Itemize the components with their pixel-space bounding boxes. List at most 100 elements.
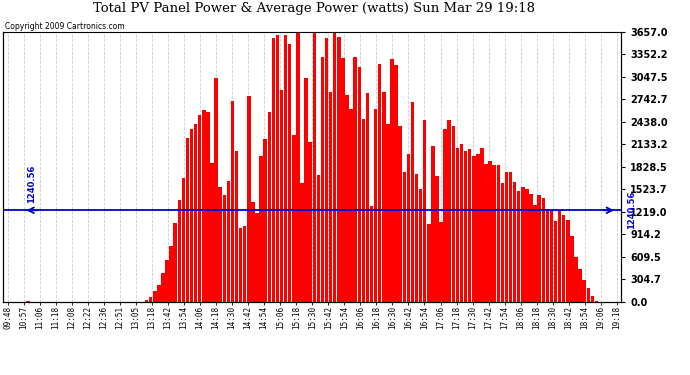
Bar bbox=[186, 138, 189, 302]
Bar bbox=[321, 57, 324, 302]
Bar bbox=[431, 146, 435, 302]
Bar bbox=[394, 64, 398, 302]
Bar bbox=[230, 101, 234, 302]
Bar bbox=[206, 112, 210, 302]
Bar bbox=[243, 226, 246, 302]
Bar bbox=[513, 182, 516, 302]
Bar bbox=[357, 67, 361, 302]
Bar bbox=[349, 109, 353, 302]
Bar bbox=[239, 228, 242, 302]
Bar bbox=[219, 187, 222, 302]
Bar bbox=[525, 189, 529, 302]
Bar bbox=[169, 246, 173, 302]
Bar bbox=[402, 172, 406, 302]
Bar bbox=[451, 126, 455, 302]
Bar bbox=[493, 165, 496, 302]
Bar bbox=[181, 178, 185, 302]
Bar bbox=[566, 220, 569, 302]
Bar bbox=[284, 35, 287, 302]
Bar bbox=[521, 187, 524, 302]
Bar bbox=[362, 119, 365, 302]
Bar bbox=[308, 142, 312, 302]
Bar bbox=[341, 58, 344, 302]
Bar bbox=[595, 301, 598, 302]
Bar bbox=[509, 172, 512, 302]
Bar bbox=[440, 222, 443, 302]
Bar bbox=[268, 112, 271, 302]
Bar bbox=[166, 260, 169, 302]
Text: Copyright 2009 Cartronics.com: Copyright 2009 Cartronics.com bbox=[5, 21, 124, 30]
Bar bbox=[198, 115, 201, 302]
Bar bbox=[149, 297, 152, 302]
Bar bbox=[345, 95, 348, 302]
Bar bbox=[333, 32, 337, 302]
Bar bbox=[145, 300, 148, 302]
Bar bbox=[157, 285, 161, 302]
Bar bbox=[329, 92, 333, 302]
Bar bbox=[423, 120, 426, 302]
Bar bbox=[542, 198, 545, 302]
Bar bbox=[251, 202, 255, 302]
Bar bbox=[570, 236, 573, 302]
Bar bbox=[153, 291, 157, 302]
Bar bbox=[194, 124, 197, 302]
Bar bbox=[215, 78, 218, 302]
Bar bbox=[280, 90, 284, 302]
Bar bbox=[276, 35, 279, 302]
Bar bbox=[292, 135, 295, 302]
Bar bbox=[353, 57, 357, 302]
Bar bbox=[374, 110, 377, 302]
Bar bbox=[489, 161, 492, 302]
Bar bbox=[411, 102, 414, 302]
Bar bbox=[578, 269, 582, 302]
Text: Total PV Panel Power & Average Power (watts) Sun Mar 29 19:18: Total PV Panel Power & Average Power (wa… bbox=[93, 2, 535, 15]
Bar bbox=[480, 148, 484, 302]
Bar bbox=[415, 174, 418, 302]
Bar bbox=[468, 149, 471, 302]
Bar bbox=[546, 209, 549, 302]
Bar bbox=[529, 194, 533, 302]
Bar bbox=[460, 144, 463, 302]
Bar bbox=[505, 172, 509, 302]
Bar bbox=[378, 64, 382, 302]
Bar bbox=[558, 210, 562, 302]
Bar bbox=[259, 156, 263, 302]
Bar bbox=[300, 183, 304, 302]
Bar bbox=[264, 139, 267, 302]
Bar bbox=[406, 154, 410, 302]
Bar bbox=[370, 206, 373, 302]
Bar bbox=[223, 195, 226, 302]
Bar bbox=[472, 156, 475, 302]
Bar bbox=[501, 183, 504, 302]
Bar bbox=[533, 205, 537, 302]
Bar bbox=[497, 165, 500, 302]
Bar bbox=[476, 154, 480, 302]
Bar bbox=[313, 32, 316, 302]
Bar bbox=[386, 124, 390, 302]
Bar bbox=[190, 129, 193, 302]
Bar bbox=[272, 38, 275, 302]
Bar bbox=[517, 191, 520, 302]
Bar bbox=[226, 182, 230, 302]
Bar bbox=[26, 301, 30, 302]
Text: 1240.56: 1240.56 bbox=[627, 191, 636, 230]
Bar bbox=[382, 92, 386, 302]
Bar bbox=[202, 111, 206, 302]
Bar bbox=[582, 280, 586, 302]
Bar bbox=[337, 37, 341, 302]
Bar bbox=[435, 176, 439, 302]
Bar bbox=[325, 38, 328, 302]
Bar bbox=[317, 175, 320, 302]
Bar bbox=[419, 189, 422, 302]
Bar bbox=[247, 96, 250, 302]
Bar bbox=[427, 224, 431, 302]
Bar bbox=[550, 210, 553, 302]
Bar bbox=[464, 151, 467, 302]
Bar bbox=[296, 32, 299, 302]
Bar bbox=[161, 273, 165, 302]
Bar bbox=[255, 213, 259, 302]
Bar bbox=[210, 163, 214, 302]
Bar bbox=[574, 256, 578, 302]
Bar bbox=[398, 126, 402, 302]
Bar bbox=[391, 59, 394, 302]
